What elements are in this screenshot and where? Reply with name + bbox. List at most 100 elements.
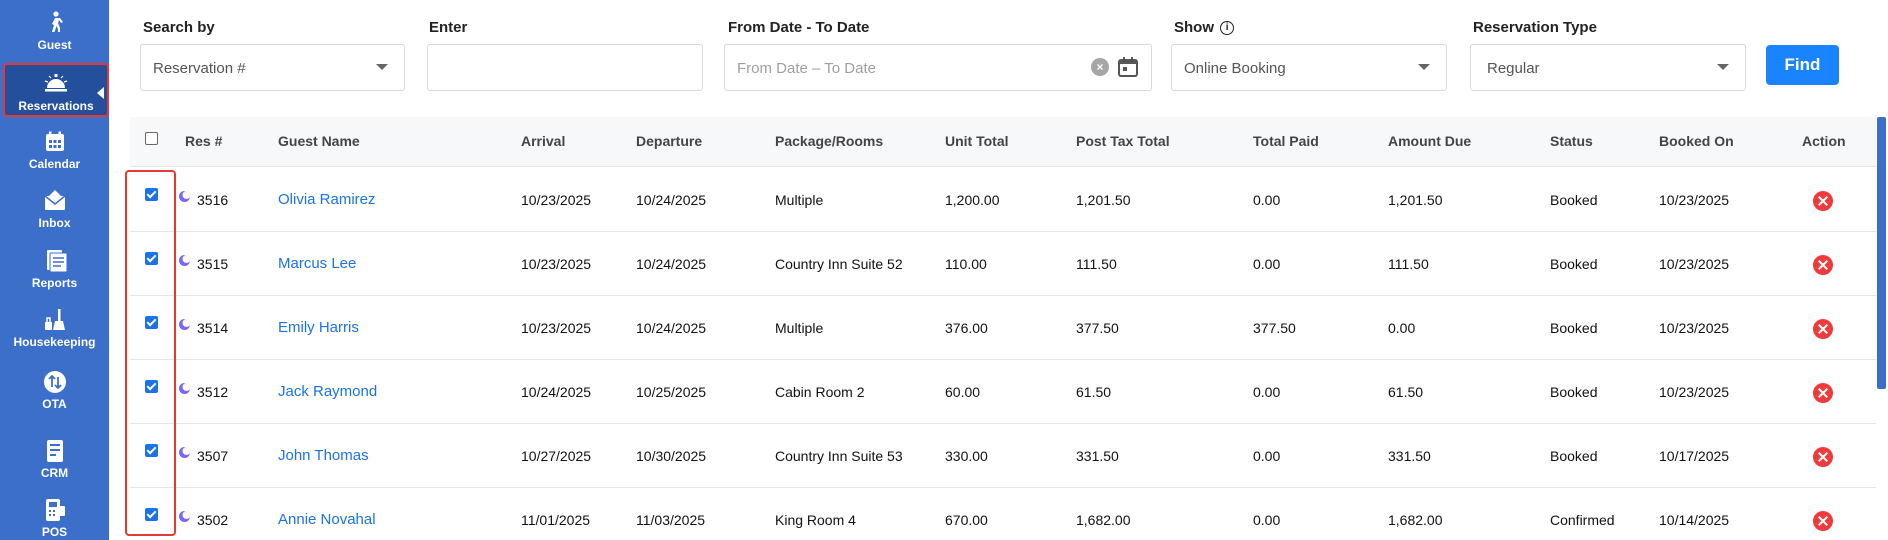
search-by-label: Search by (143, 19, 215, 36)
arrival-date: 10/23/2025 (521, 320, 592, 336)
total-paid: 0.00 (1253, 512, 1281, 528)
sidebar-item-housekeeping[interactable]: Housekeeping (0, 301, 109, 355)
status: Confirmed (1550, 512, 1615, 528)
search-value-input[interactable] (427, 44, 703, 91)
row-checkbox[interactable] (145, 252, 158, 265)
booked-on: 10/14/2025 (1659, 512, 1730, 528)
sidebar-item-pos[interactable]: POS (0, 491, 109, 540)
amount-due: 331.50 (1388, 448, 1431, 464)
cancel-reservation-icon[interactable] (1813, 191, 1833, 211)
pos-icon (45, 499, 65, 521)
total-paid: 0.00 (1253, 192, 1281, 208)
sidebar-item-label: OTA (42, 397, 67, 411)
cancel-reservation-icon[interactable] (1813, 447, 1833, 467)
booked-on: 10/17/2025 (1659, 448, 1730, 464)
col-total-paid[interactable]: Total Paid (1253, 133, 1319, 149)
post-tax-total: 1,201.50 (1076, 192, 1131, 208)
select-all-checkbox[interactable] (145, 132, 158, 145)
booked-on: 10/23/2025 (1659, 256, 1730, 272)
sidebar-item-inbox[interactable]: Inbox (0, 182, 109, 236)
amount-due: 61.50 (1388, 384, 1424, 400)
package-rooms: Country Inn Suite 53 (775, 448, 903, 464)
col-guest-name[interactable]: Guest Name (278, 133, 360, 149)
departure-date: 10/24/2025 (636, 256, 707, 272)
table-row: 3507 John Thomas 10/27/2025 10/30/2025 Count… (130, 424, 1876, 488)
sidebar-item-reports[interactable]: Reports (0, 242, 109, 296)
row-checkbox[interactable] (145, 444, 158, 457)
sidebar-item-label: CRM (40, 466, 69, 480)
booked-on: 10/23/2025 (1659, 192, 1730, 208)
guest-name-link[interactable]: Jack Raymond (278, 383, 378, 400)
guest-name-link[interactable]: Olivia Ramirez (278, 191, 376, 208)
package-rooms: King Room 4 (775, 512, 856, 528)
calendar-icon[interactable] (1117, 56, 1139, 78)
col-status[interactable]: Status (1550, 133, 1593, 149)
table-scrollbar[interactable] (1876, 117, 1888, 540)
col-post-tax-total[interactable]: Post Tax Total (1076, 133, 1170, 149)
clear-icon[interactable]: × (1091, 58, 1109, 76)
row-checkbox[interactable] (145, 316, 158, 329)
guest-name-link[interactable]: Emily Harris (278, 319, 359, 336)
cancel-reservation-icon[interactable] (1813, 319, 1833, 339)
departure-date: 10/30/2025 (636, 448, 707, 464)
amount-due: 1,201.50 (1388, 192, 1443, 208)
find-button[interactable]: Find (1766, 45, 1839, 85)
search-by-select[interactable]: Reservation # (140, 44, 405, 91)
unit-total: 376.00 (945, 320, 988, 336)
cancel-reservation-icon[interactable] (1813, 511, 1833, 531)
departure-date: 10/24/2025 (636, 192, 707, 208)
scrollbar-thumb[interactable] (1877, 117, 1886, 389)
departure-date: 10/25/2025 (636, 384, 707, 400)
chevron-down-icon (376, 64, 388, 70)
sidebar-item-label: Guest (37, 38, 72, 52)
sidebar-item-calendar[interactable]: Calendar (0, 123, 109, 177)
col-unit-total[interactable]: Unit Total (945, 133, 1009, 149)
package-rooms: Country Inn Suite 52 (775, 256, 903, 272)
amount-due: 1,682.00 (1388, 512, 1443, 528)
row-checkbox[interactable] (145, 508, 158, 521)
table-row: 3516 Olivia Ramirez 10/23/2025 10/24/2025 Mu… (130, 168, 1876, 232)
post-tax-total: 61.50 (1076, 384, 1112, 400)
show-value: Online Booking (1184, 60, 1286, 77)
sidebar-item-label: Reports (31, 276, 78, 290)
cancel-reservation-icon[interactable] (1813, 383, 1833, 403)
booking-source-icon (179, 319, 191, 330)
table-row: 3512 Jack Raymond 10/24/2025 10/25/2025 Cabi… (130, 360, 1876, 424)
guest-name-link[interactable]: John Thomas (278, 447, 369, 464)
sidebar-item-label: Calendar (28, 157, 81, 171)
col-departure[interactable]: Departure (636, 133, 703, 149)
sidebar-item-guest[interactable]: Guest (0, 4, 109, 58)
row-checkbox[interactable] (145, 188, 158, 201)
unit-total: 110.00 (945, 256, 987, 272)
booked-on: 10/23/2025 (1659, 384, 1730, 400)
booking-source-icon (179, 255, 191, 266)
cancel-reservation-icon[interactable] (1813, 255, 1833, 275)
reservation-type-select[interactable]: Regular (1470, 44, 1746, 91)
col-package-rooms[interactable]: Package/Rooms (775, 133, 884, 149)
res-number: 3502 (197, 512, 229, 528)
unit-total: 330.00 (945, 448, 988, 464)
sidebar-item-crm[interactable]: CRM (0, 432, 109, 486)
col-res[interactable]: Res # (185, 133, 223, 149)
departure-date: 11/03/2025 (636, 512, 706, 528)
total-paid: 0.00 (1253, 256, 1281, 272)
col-booked-on[interactable]: Booked On (1659, 133, 1734, 149)
post-tax-total: 331.50 (1076, 448, 1119, 464)
guest-name-link[interactable]: Marcus Lee (278, 255, 357, 272)
unit-total: 1,200.00 (945, 192, 1000, 208)
broom-icon (44, 309, 65, 330)
status: Booked (1550, 448, 1598, 464)
sidebar-item-reservations[interactable]: Reservations (3, 63, 109, 117)
show-select[interactable]: Online Booking (1171, 44, 1447, 91)
date-range-input[interactable]: From Date – To Date × (724, 44, 1152, 91)
arrival-date: 10/23/2025 (521, 256, 592, 272)
row-checkbox[interactable] (145, 380, 158, 393)
arrival-date: 11/01/2025 (521, 512, 591, 528)
sidebar-item-ota[interactable]: OTA (0, 363, 109, 417)
col-arrival[interactable]: Arrival (521, 133, 566, 149)
booking-source-icon (179, 383, 191, 394)
col-amount-due[interactable]: Amount Due (1388, 133, 1472, 149)
info-icon[interactable]: i (1220, 21, 1235, 36)
guest-name-link[interactable]: Annie Novahal (278, 511, 376, 528)
